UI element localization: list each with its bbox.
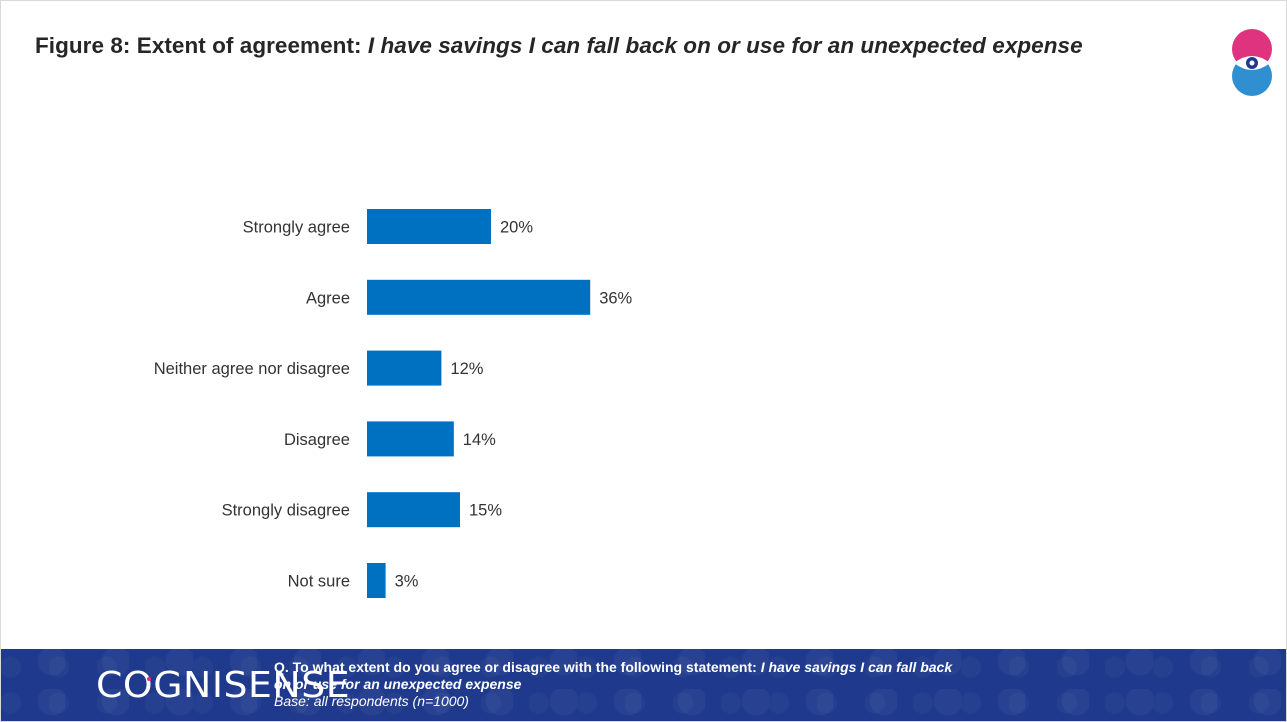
value-label: 3% — [395, 573, 419, 591]
category-label: Disagree — [284, 431, 350, 449]
question-text: Q. To what extent do you agree or disagr… — [274, 659, 1274, 710]
base-note: Base: all respondents (n=1000) — [274, 693, 469, 709]
category-label: Strongly disagree — [222, 502, 350, 520]
logo-eye-pupil — [1249, 60, 1255, 66]
category-label: Not sure — [288, 573, 350, 591]
bar — [367, 563, 386, 598]
bar — [367, 350, 442, 386]
title-statement: I have savings I can fall back on or use… — [367, 33, 1083, 58]
bar — [367, 279, 591, 315]
question-statement-line1: I have savings I can fall back — [760, 659, 953, 675]
bar — [367, 421, 454, 457]
brand-logo: COGNISENSE — [96, 665, 351, 706]
value-label: 20% — [500, 219, 533, 237]
eye-logo-icon — [1232, 29, 1272, 96]
question-prefix: Q. To what extent do you agree or disagr… — [274, 659, 761, 675]
question-statement-line2: on or use for an unexpected expense — [274, 676, 522, 692]
category-label: Strongly agree — [243, 219, 350, 237]
bar — [367, 492, 460, 528]
value-label: 12% — [450, 360, 483, 378]
brand-dot — [147, 677, 151, 681]
footer-bar: COGNISENSE Q. To what extent do you agre… — [1, 649, 1286, 721]
chart-title: Figure 8: Extent of agreement: I have sa… — [35, 33, 1083, 59]
value-label: 14% — [463, 431, 496, 449]
category-label: Neither agree nor disagree — [154, 360, 350, 378]
value-label: 15% — [469, 502, 502, 520]
title-prefix: Figure 8: Extent of agreement: — [35, 33, 368, 58]
bar — [367, 209, 491, 244]
bar-chart: Strongly agree 20% Agree 36% Neither agree n… — [154, 209, 633, 598]
value-label: 36% — [599, 289, 632, 307]
category-label: Agree — [306, 289, 350, 307]
